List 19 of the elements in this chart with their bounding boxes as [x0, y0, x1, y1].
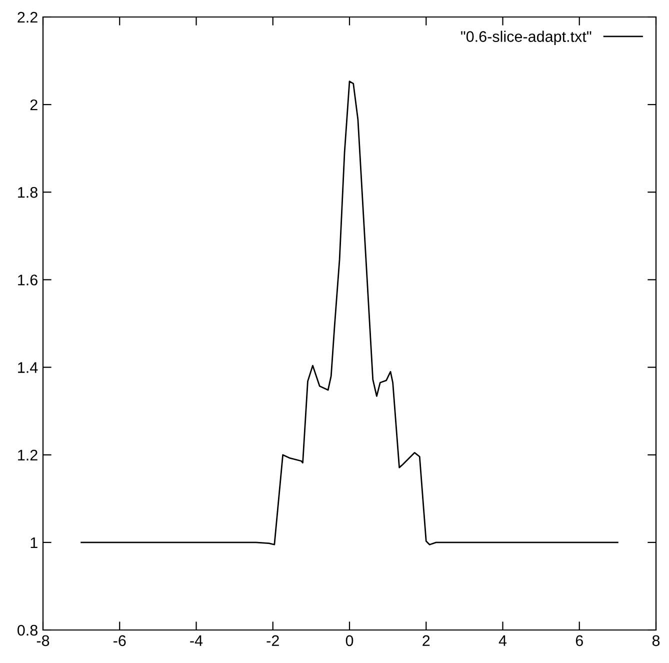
x-tick-label: -6 — [114, 635, 126, 646]
x-tick-label: 2 — [422, 635, 430, 646]
x-tick-label: -8 — [36, 635, 50, 646]
y-tick-label: 1.6 — [18, 274, 38, 286]
x-tick-label: -4 — [190, 635, 203, 646]
x-tick-label: 6 — [576, 635, 583, 646]
x-tick-label: 4 — [498, 635, 507, 646]
y-tick-label: 2 — [30, 99, 38, 110]
y-tick-label: 0.8 — [18, 624, 38, 636]
x-tick-label: -2 — [266, 635, 279, 646]
x-tick-label: 0 — [346, 635, 354, 646]
y-tick-label: 1.8 — [18, 187, 38, 198]
y-tick-label: 1 — [30, 537, 38, 548]
y-tick-label: 2.2 — [18, 12, 38, 23]
y-tick-label: 1.2 — [18, 450, 38, 460]
x-tick-label: 8 — [652, 635, 660, 646]
line-series — [80, 80, 618, 546]
legend-label: "0.6-slice-adapt.txt" — [461, 30, 592, 45]
y-tick-label: 1.4 — [18, 362, 38, 373]
